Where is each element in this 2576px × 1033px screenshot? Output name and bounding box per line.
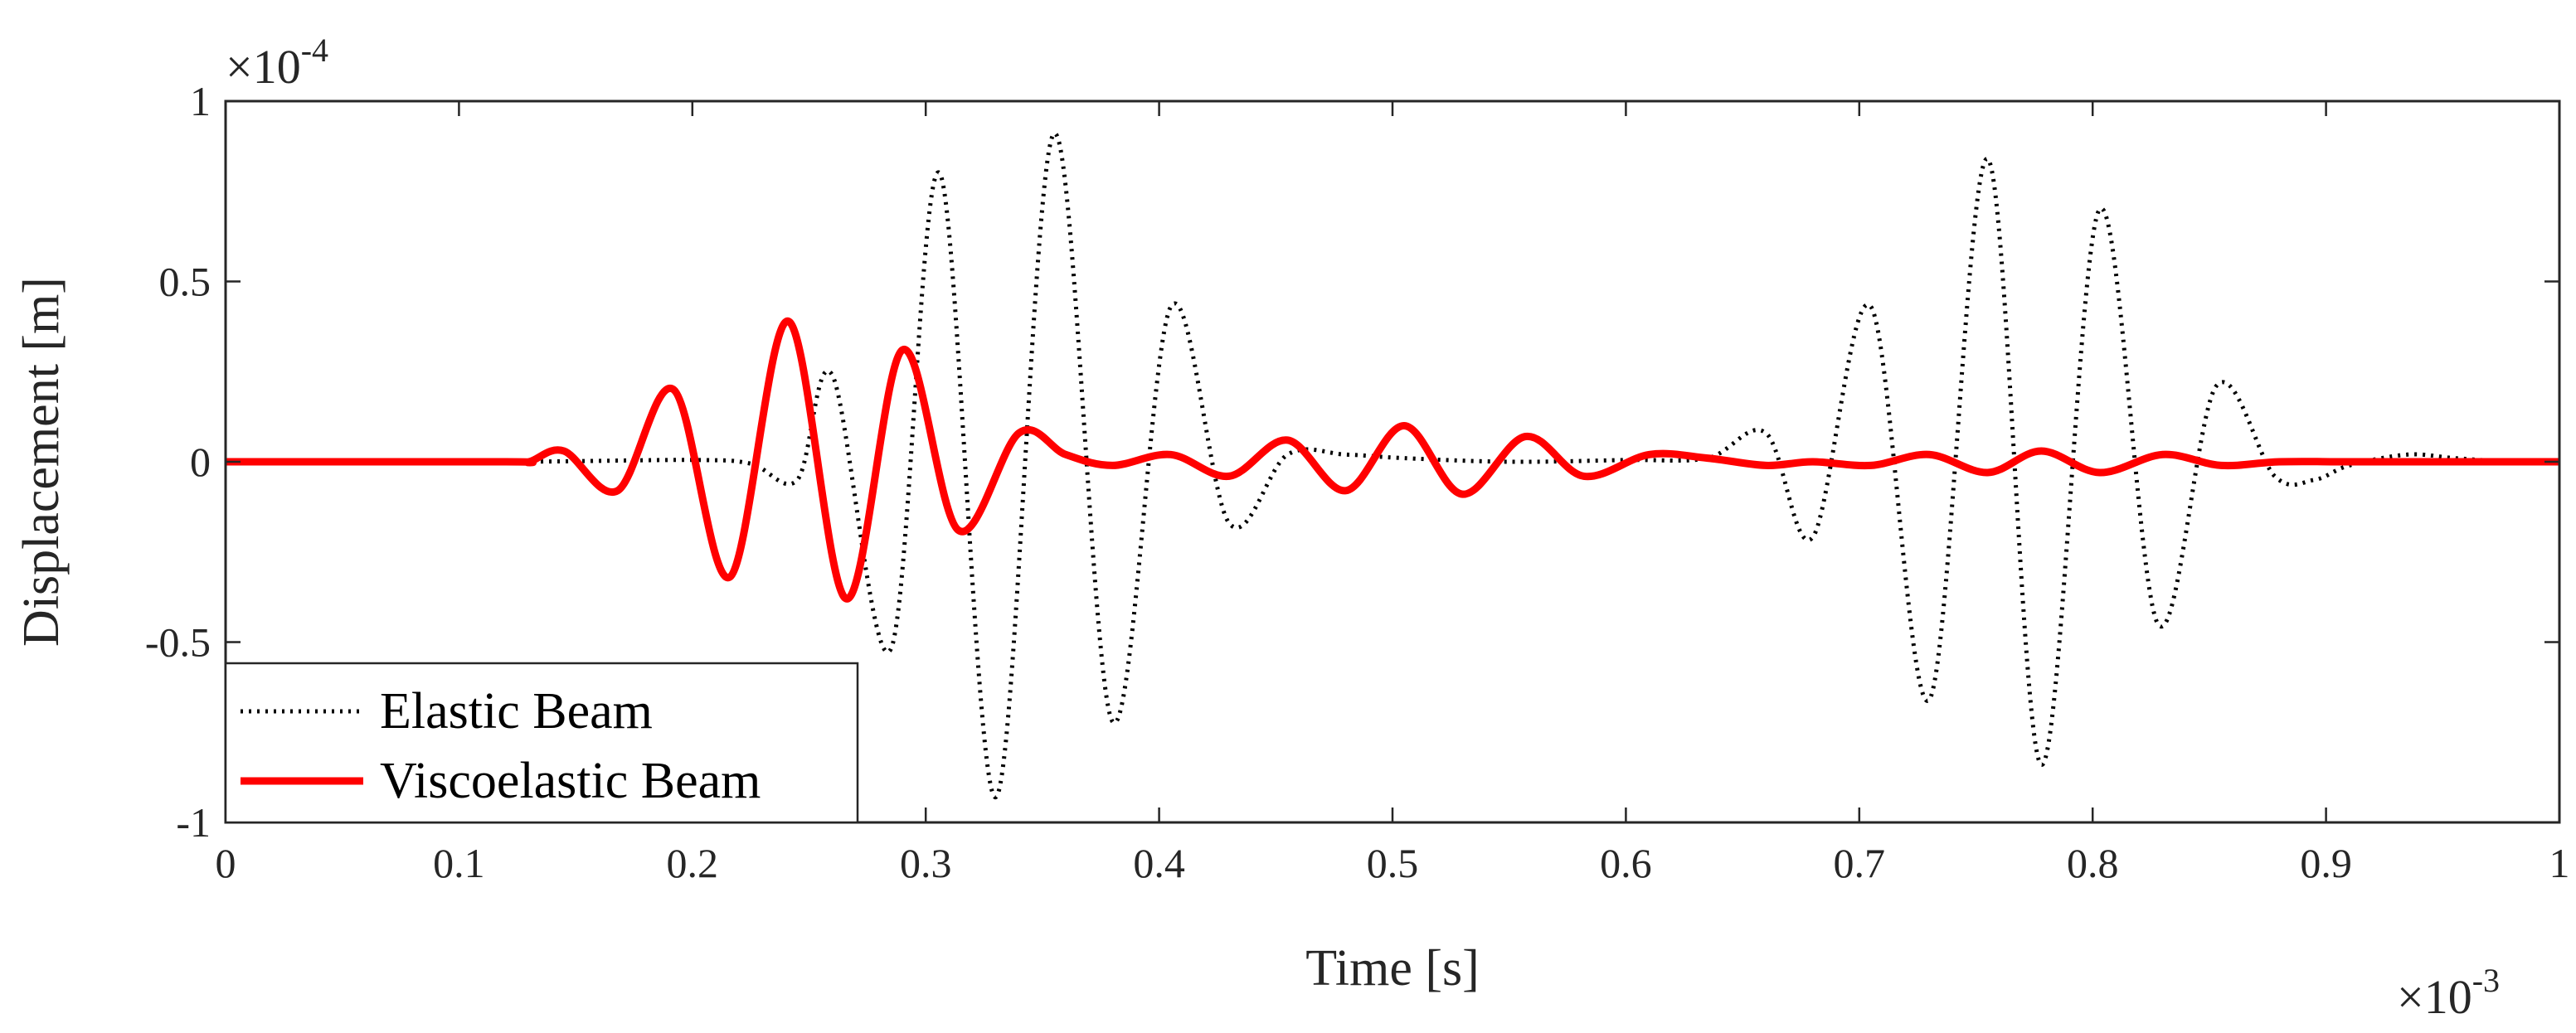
x-tick-label: 0.6 <box>1600 840 1652 886</box>
legend-label-viscoelastic-beam: Viscoelastic Beam <box>380 753 761 809</box>
x-tick-label: 0 <box>216 840 236 886</box>
y-tick-label: 1 <box>190 78 211 124</box>
x-tick-label: 0.1 <box>433 840 485 886</box>
x-tick-label: 0.9 <box>2300 840 2352 886</box>
x-axis-multiplier-exponent: -3 <box>2472 962 2500 999</box>
x-tick-label: 1 <box>2549 840 2570 886</box>
x-tick-label: 0.7 <box>1834 840 1886 886</box>
series-line-viscoelastic-beam <box>226 317 2559 603</box>
legend-box <box>224 662 859 824</box>
x-tick-label: 0.3 <box>900 840 952 886</box>
legend: Elastic Beam Viscoelastic Beam <box>224 662 859 824</box>
y-axis-multiplier: ×10-4 <box>226 32 328 94</box>
y-axis-title: Displacement [m] <box>13 277 70 647</box>
y-axis-multiplier-exponent: -4 <box>301 32 328 69</box>
plot-area <box>226 131 2559 800</box>
y-tick-label: 0 <box>190 439 211 485</box>
y-axis-multiplier-base: ×10 <box>226 40 301 94</box>
x-axis-multiplier: ×10-3 <box>2397 962 2500 1024</box>
axes-box <box>224 99 2561 824</box>
x-axis-multiplier-base: ×10 <box>2397 970 2472 1024</box>
y-tick-label: -0.5 <box>145 619 211 666</box>
tick-labels: 0 0.1 0.2 0.3 0.4 0.5 0.6 0.7 0.8 0.9 1 -1 -0.5 0 0.5 1 <box>145 78 2570 886</box>
y-tick-label: 0.5 <box>159 259 211 305</box>
x-tick-label: 0.2 <box>667 840 719 886</box>
legend-label-elastic-beam: Elastic Beam <box>380 683 653 740</box>
x-tick-label: 0.4 <box>1133 840 1185 886</box>
y-tick-label: -1 <box>176 799 211 846</box>
x-tick-label: 0.5 <box>1367 840 1419 886</box>
x-tick-label: 0.8 <box>2067 840 2119 886</box>
x-axis-title: Time [s] <box>1305 940 1480 997</box>
